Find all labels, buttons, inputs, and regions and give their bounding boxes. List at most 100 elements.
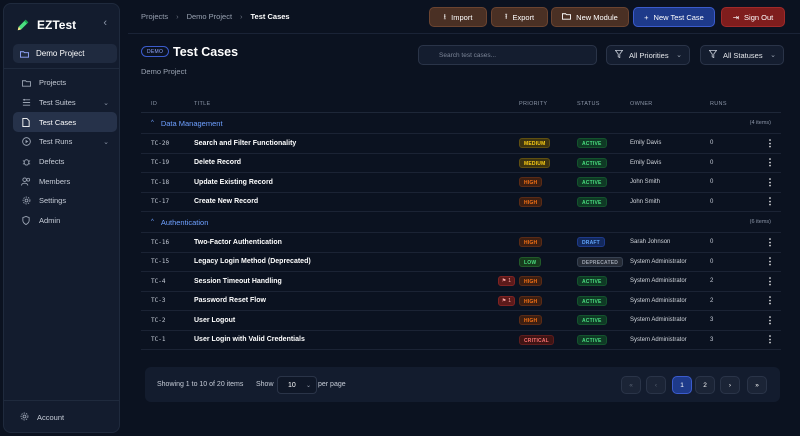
table-row[interactable]: TC-2 User Logout HIGH ACTIVE System Administ… [141, 311, 781, 331]
status-badge: ACTIVE [577, 196, 607, 207]
test-case-title[interactable]: Update Existing Record [194, 178, 273, 186]
test-case-title[interactable]: Legacy Login Method (Deprecated) [194, 258, 311, 266]
status-cell: ACTIVE [577, 295, 630, 306]
sidebar-item-test-suites[interactable]: Test Suites ⌄ [13, 93, 117, 113]
page-2-button[interactable]: 2 [695, 376, 715, 394]
table-row[interactable]: TC-16 Two-Factor Authentication HIGH DRAFT S… [141, 233, 781, 253]
search-input[interactable]: Search test cases... [418, 45, 597, 65]
test-case-title[interactable]: Two-Factor Authentication [194, 238, 282, 246]
status-badge: ACTIVE [577, 138, 607, 149]
sidebar-item-defects[interactable]: Defects [13, 152, 117, 172]
chevron-up-icon[interactable]: ^ [151, 120, 154, 126]
bug-icon: ⚑ [501, 297, 507, 304]
test-case-title[interactable]: Create New Record [194, 198, 259, 206]
owner: Sarah Johnson [630, 239, 671, 246]
breadcrumb-projects[interactable]: Projects [141, 12, 169, 21]
priority-badge: CRITICAL [519, 334, 554, 345]
prev-page-button[interactable]: ‹ [646, 376, 666, 394]
priority-badge: HIGH [519, 237, 543, 248]
more-options-icon[interactable]: ⋮ [765, 295, 775, 306]
sidebar-item-projects[interactable]: Projects [13, 73, 117, 93]
chevron-down-icon[interactable]: ⌄ [103, 99, 109, 107]
column-priority[interactable]: PRIORITY [519, 100, 548, 107]
test-case-title[interactable]: Delete Record [194, 159, 242, 167]
chevron-up-icon[interactable]: ^ [151, 219, 154, 225]
document-icon [20, 117, 32, 127]
test-case-title[interactable]: Search and Filter Functionality [194, 139, 297, 147]
sidebar-item-test-cases[interactable]: Test Cases [13, 112, 117, 133]
more-options-icon[interactable]: ⋮ [765, 176, 775, 187]
gear-icon [20, 412, 29, 423]
defect-count-badge[interactable]: ⚑ 1 [497, 295, 515, 306]
first-page-button[interactable]: « [621, 376, 641, 394]
owner: John Smith [630, 198, 661, 205]
per-page-select[interactable]: 10 ⌄ [277, 376, 317, 394]
status-filter[interactable]: All Statuses ⌄ [700, 45, 784, 65]
column-runs[interactable]: RUNS [710, 100, 727, 107]
test-case-title[interactable]: Session Timeout Handling [194, 277, 282, 285]
priority-filter-value: All Priorities [629, 50, 669, 60]
more-options-icon[interactable]: ⋮ [765, 334, 775, 345]
pagination-info: Showing 1 to 10 of 20 items [157, 381, 244, 388]
project-switcher[interactable]: Demo Project [13, 44, 117, 63]
table-row[interactable]: TC-3 Password Reset Flow ⚑ 1 HIGH ACTIVE Syste… [141, 292, 781, 311]
sign-out-button[interactable]: ⇥ Sign Out [721, 7, 785, 27]
more-options-icon[interactable]: ⋮ [765, 196, 775, 207]
table-row[interactable]: TC-19 Delete Record MEDIUM ACTIVE Emily Davi… [141, 154, 781, 173]
chevron-down-icon[interactable]: ⌄ [103, 138, 109, 146]
priority-filter[interactable]: All Priorities ⌄ [606, 45, 690, 65]
import-button[interactable]: ⭳ Import [429, 7, 487, 27]
table-row[interactable]: TC-18 Update Existing Record HIGH ACTIVE Joh… [141, 173, 781, 193]
test-case-title[interactable]: User Logout [194, 316, 236, 324]
status-badge: DEPRECATED [577, 256, 624, 267]
new-test-case-label: New Test Case [653, 12, 704, 22]
account-button[interactable]: Account [20, 412, 64, 423]
sidebar-item-label: Defects [39, 157, 65, 167]
export-button[interactable]: ⭱ Export [491, 7, 548, 27]
brand[interactable]: EZTest [16, 16, 76, 34]
account-label: Account [37, 413, 65, 422]
more-options-icon[interactable]: ⋮ [765, 236, 775, 247]
group-header[interactable]: ^ Data Management (4 items) [141, 113, 781, 134]
table-row[interactable]: TC-17 Create New Record HIGH ACTIVE John Smi… [141, 193, 781, 212]
run-count: 0 [710, 179, 714, 186]
test-case-title[interactable]: Password Reset Flow [194, 297, 266, 305]
group-name: Authentication [160, 217, 209, 227]
chevron-down-icon: ⌄ [676, 52, 682, 59]
new-test-case-button[interactable]: + New Test Case [633, 7, 715, 27]
column-status[interactable]: STATUS [577, 100, 600, 107]
sidebar-item-members[interactable]: Members [13, 171, 117, 191]
new-module-button[interactable]: New Module [551, 7, 629, 27]
priority-cell: HIGH [519, 196, 577, 207]
next-page-button[interactable]: › [720, 376, 740, 394]
more-options-icon[interactable]: ⋮ [765, 256, 775, 267]
bug-icon: ⚑ [501, 278, 507, 285]
sidebar-item-admin[interactable]: Admin [13, 211, 117, 231]
test-case-title[interactable]: User Login with Valid Credentials [194, 336, 305, 344]
test-case-id: TC-20 [151, 139, 170, 147]
column-title[interactable]: TITLE [194, 100, 211, 107]
last-page-button[interactable]: » [747, 376, 767, 394]
more-options-icon[interactable]: ⋮ [765, 137, 775, 148]
more-options-icon[interactable]: ⋮ [765, 157, 775, 168]
chevron-right-icon: › [240, 12, 243, 21]
page-1-button[interactable]: 1 [672, 376, 692, 394]
more-options-icon[interactable]: ⋮ [765, 314, 775, 325]
table-row[interactable]: TC-15 Legacy Login Method (Deprecated) LOW… [141, 253, 781, 272]
table-row[interactable]: TC-4 Session Timeout Handling ⚑ 1 HIGH ACTIVE… [141, 272, 781, 292]
column-id[interactable]: ID [151, 100, 158, 107]
column-owner[interactable]: OWNER [630, 100, 653, 107]
table-row[interactable]: TC-1 User Login with Valid Credentials CRI… [141, 331, 781, 350]
per-page-label: Show [256, 381, 274, 388]
more-options-icon[interactable]: ⋮ [765, 275, 775, 286]
table-row[interactable]: TC-20 Search and Filter Functionality MEDI… [141, 134, 781, 154]
defect-count-badge[interactable]: ⚑ 1 [497, 276, 515, 287]
priority-badge: MEDIUM [519, 138, 551, 149]
status-cell: ACTIVE [577, 196, 630, 207]
group-header[interactable]: ^ Authentication (6 items) [141, 212, 781, 233]
sidebar-item-settings[interactable]: Settings [13, 191, 117, 211]
collapse-sidebar-icon[interactable]: ‹ [103, 17, 107, 29]
breadcrumb-project[interactable]: Demo Project [186, 12, 233, 21]
sidebar-item-test-runs[interactable]: Test Runs ⌄ [13, 132, 117, 152]
export-icon: ⭱ [504, 11, 508, 21]
